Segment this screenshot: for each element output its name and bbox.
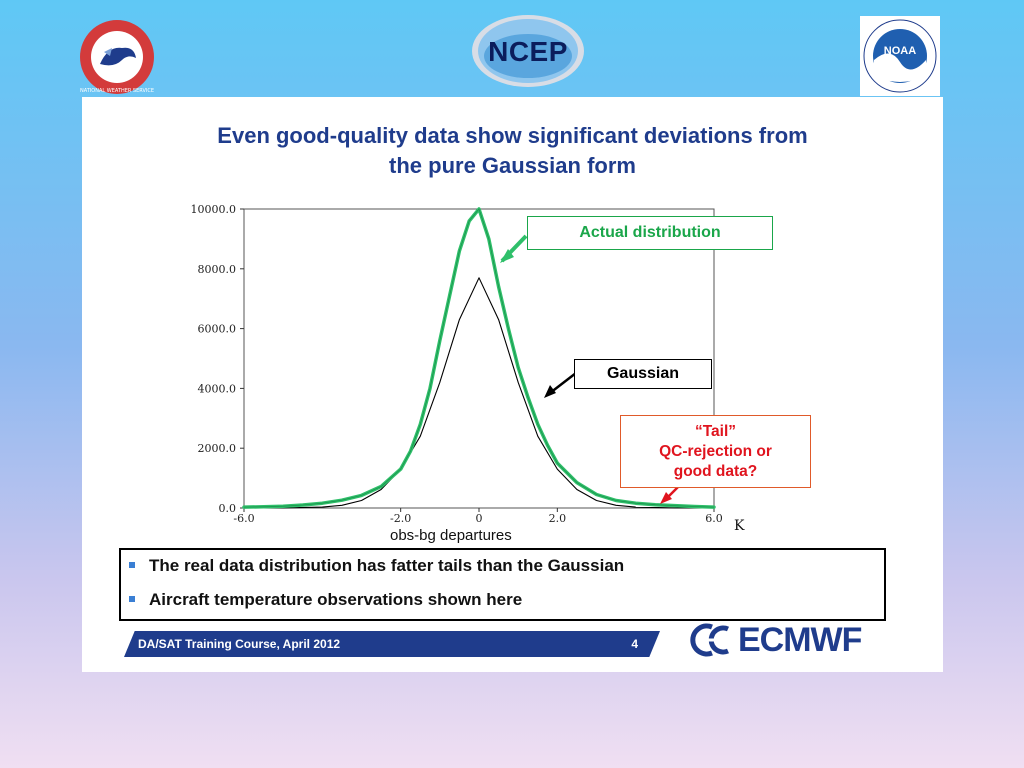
x-tick-label: -6.0 xyxy=(233,512,254,525)
x-unit-label: K xyxy=(734,518,745,534)
title-line-1: Even good-quality data show significant … xyxy=(217,123,808,148)
x-axis: -6.0 -2.0 0 2.0 6.0 xyxy=(233,508,723,525)
bullet-box: The real data distribution has fatter ta… xyxy=(119,548,886,621)
bullet-text-1: The real data distribution has fatter ta… xyxy=(149,556,625,575)
tail-arrowhead xyxy=(660,492,672,504)
noaa-logo: NOAA xyxy=(860,16,940,96)
nws-logo: NATIONAL WEATHER SERVICE xyxy=(80,20,154,94)
slide: Even good-quality data show significant … xyxy=(82,97,943,672)
y-tick-label: 10000.0 xyxy=(191,203,237,216)
title-line-2: the pure Gaussian form xyxy=(389,153,636,178)
bullet-item-2: Aircraft temperature observations shown … xyxy=(129,590,522,610)
footer-course: DA/SAT Training Course, April 2012 xyxy=(138,637,341,651)
x-tick-label: -2.0 xyxy=(390,512,411,525)
noaa-text: NOAA xyxy=(884,45,916,57)
y-axis: 0.0 2000.0 4000.0 6000.0 8000.0 10000.0 xyxy=(191,203,244,515)
gaussian-arrowhead xyxy=(544,385,556,398)
x-tick-label: 2.0 xyxy=(549,512,567,525)
ecmwf-text: ECMWF xyxy=(738,621,862,659)
ecmwf-swirl-icon xyxy=(690,623,734,657)
annotation-arrows xyxy=(500,234,687,504)
series-layer xyxy=(242,207,716,509)
tail-line-2: QC-rejection or xyxy=(659,442,772,460)
tail-line-1: “Tail” xyxy=(694,422,737,440)
bullet-text-2: Aircraft temperature observations shown … xyxy=(149,590,523,609)
tail-line-3: good data? xyxy=(673,462,758,480)
y-tick-label: 4000.0 xyxy=(198,382,237,395)
y-tick-label: 0.0 xyxy=(219,502,237,515)
y-tick-label: 8000.0 xyxy=(198,263,237,276)
slide-title: Even good-quality data show significant … xyxy=(82,121,943,181)
gaussian-label: Gaussian xyxy=(574,359,712,389)
x-axis-title: obs-bg departures xyxy=(390,527,512,544)
actual-arrowhead xyxy=(500,249,514,263)
ncep-logo: NCEP xyxy=(466,12,590,90)
gaussian-line xyxy=(243,277,715,509)
actual-distribution-label: Actual distribution xyxy=(527,216,773,250)
gaussian-arrow xyxy=(549,372,577,394)
bullet-item-1: The real data distribution has fatter ta… xyxy=(129,556,624,576)
y-tick-label: 6000.0 xyxy=(198,323,237,336)
ecmwf-logo: ECMWF xyxy=(688,623,888,657)
bullet-square-icon xyxy=(129,561,135,568)
ncep-text: NCEP xyxy=(488,36,568,67)
actual-distribution-edge xyxy=(243,208,715,508)
x-tick-label: 0 xyxy=(476,512,483,525)
nws-text: NATIONAL WEATHER SERVICE xyxy=(80,88,154,94)
footer-bar: DA/SAT Training Course, April 2012 4 xyxy=(124,631,660,657)
footer-page-number: 4 xyxy=(631,637,638,651)
bullet-square-icon xyxy=(129,595,135,602)
x-tick-label: 6.0 xyxy=(705,512,723,525)
y-tick-label: 2000.0 xyxy=(198,442,237,455)
tail-label: “Tail” QC-rejection or good data? xyxy=(620,415,811,488)
